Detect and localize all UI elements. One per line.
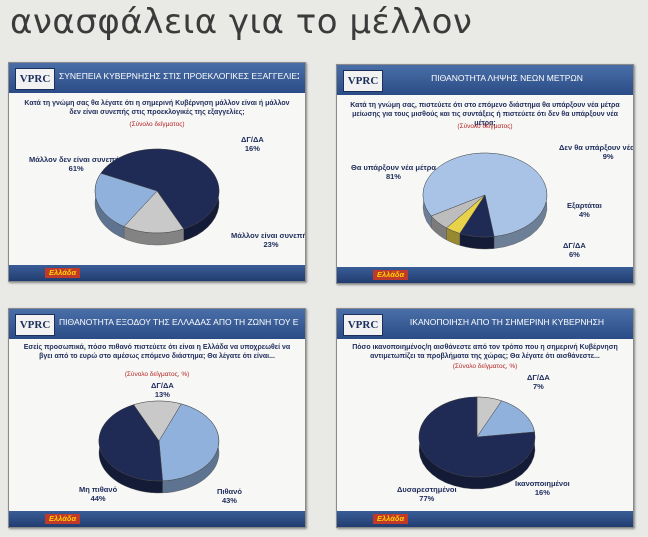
pie-chart [418, 396, 536, 490]
label-satisfied: Ικανοποιημένοι 16% [515, 479, 570, 497]
slide-government-consistency: VPRC ΣΥΝΕΠΕΙΑ ΚΥΒΕΡΝΗΣΗΣ ΣΤΙΣ ΠΡΟΕΚΛΟΓΙΚ… [8, 62, 306, 282]
label-no-new-measures: Δεν θα υπάρξουν νέα μέτρα9% [559, 143, 634, 161]
brand-badge: Ελλάδα [373, 514, 409, 524]
vprc-logo: VPRC [15, 68, 55, 90]
survey-question: Πόσο ικανοποιημένος/η αισθάνεστε από τον… [352, 344, 618, 360]
slide-government-satisfaction: VPRC ΙΚΑΝΟΠΟΙΗΣΗ ΑΠΟ ΤΗ ΣΗΜΕΡΙΝΗ ΚΥΒΕΡΝΗ… [336, 308, 634, 528]
slide-title: ΙΚΑΝΟΠΟΙΗΣΗ ΑΠΟ ΤΗ ΣΗΜΕΡΙΝΗ ΚΥΒΕΡΝΗΣΗ [409, 317, 605, 327]
brand-badge: Ελλάδα [45, 514, 81, 524]
pie-slice [100, 148, 220, 230]
slide-title-bar [9, 63, 305, 93]
label-not-likely: Μη πιθανό 44% [79, 485, 118, 503]
label-dk-na: ΔΓ/ΔΑ 7% [527, 373, 550, 391]
slide-footer: Ελλάδα [337, 511, 633, 527]
label-dissatisfied: Δυσαρεστημένοι 77% [397, 485, 457, 503]
sample-note: (Σύνολο δείγματος) [457, 123, 513, 130]
sample-note: (Σύνολο δείγματος, %) [452, 363, 518, 370]
vprc-logo: VPRC [343, 70, 383, 92]
slide-euro-exit: VPRC ΠΙΘΑΝΟΤΗΤΑ ΕΞΟΔΟΥ ΤΗΣ ΕΛΛΑΔΑΣ ΑΠΟ Τ… [8, 308, 306, 528]
label-new-measures: Θα υπάρξουν νέα μέτρα 81% [351, 163, 436, 181]
label-not-consistent: Μάλλον δεν είναι συνεπής 61% [29, 155, 124, 173]
vprc-logo: VPRC [15, 314, 55, 336]
pie-chart [94, 148, 220, 246]
slide-footer: Ελλάδα [9, 265, 305, 281]
sample-note: (Σύνολο δείγματος) [129, 121, 185, 128]
pie-slice [94, 173, 158, 227]
pie-slice [158, 403, 219, 482]
vprc-logo: VPRC [343, 314, 383, 336]
label-dk-na: ΔΓ/ΔΑ 6% [563, 241, 586, 259]
slide-title: ΣΥΝΕΠΕΙΑ ΚΥΒΕΡΝΗΣΗΣ ΣΤΙΣ ΠΡΟΕΚΛΟΓΙΚΕΣ ΕΞ… [59, 71, 299, 81]
brand-badge: Ελλάδα [373, 270, 409, 280]
survey-question: Κατά τη γνώμη σας, πιστεύετε ότι στο επό… [350, 102, 620, 127]
slide-title: ΠΙΘΑΝΟΤΗΤΑ ΛΗΨΗΣ ΝΕΩΝ ΜΕΤΡΩΝ [431, 73, 583, 83]
pie-chart [98, 400, 220, 494]
label-depends: Εξαρτάται 4% [567, 201, 602, 219]
label-consistent: Μάλλον είναι συνεπής 23% [231, 231, 306, 249]
pie-slice [418, 396, 536, 478]
slide-title-bar [9, 309, 305, 339]
page-headline: ανασφάλεια για το μέλλον [10, 2, 473, 42]
pie-slice [98, 404, 163, 482]
pie-slice [476, 400, 535, 438]
brand-badge: Ελλάδα [45, 268, 81, 278]
survey-question: Εσείς προσωπικά, πόσο πιθανό πιστεύετε ό… [23, 344, 291, 360]
slide-footer: Ελλάδα [337, 267, 633, 283]
slide-new-measures: VPRC ΠΙΘΑΝΟΤΗΤΑ ΛΗΨΗΣ ΝΕΩΝ ΜΕΤΡΩΝ Κατά τ… [336, 64, 634, 284]
label-likely: Πιθανό 43% [217, 487, 242, 505]
survey-question: Κατά τη γνώμη σας θα λέγατε ότι η σημερι… [24, 100, 290, 116]
sample-note: (Σύνολο δείγματος, %) [124, 371, 190, 378]
pie-slice [123, 190, 184, 234]
pie-slice [430, 194, 486, 229]
pie-chart [422, 152, 548, 250]
slide-title-bar [337, 309, 633, 339]
slide-title-bar [337, 65, 633, 95]
label-dk-na: ΔΓ/ΔΑ 13% [151, 381, 174, 399]
slide-title: ΠΙΘΑΝΟΤΗΤΑ ΕΞΟΔΟΥ ΤΗΣ ΕΛΛΑΔΑΣ ΑΠΟ ΤΗ ΖΩΝ… [59, 317, 299, 327]
label-dk-na: ΔΓ/ΔΑ 16% [241, 135, 264, 153]
slide-footer: Ελλάδα [9, 511, 305, 527]
